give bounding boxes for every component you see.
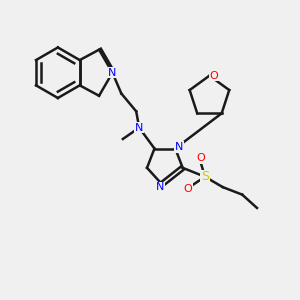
Text: O: O <box>209 71 218 81</box>
Text: O: O <box>196 153 205 163</box>
Text: N: N <box>175 142 183 152</box>
Text: O: O <box>184 184 192 194</box>
Text: N: N <box>156 182 165 192</box>
Text: S: S <box>201 170 209 183</box>
Text: N: N <box>108 68 117 78</box>
Text: N: N <box>135 123 143 133</box>
